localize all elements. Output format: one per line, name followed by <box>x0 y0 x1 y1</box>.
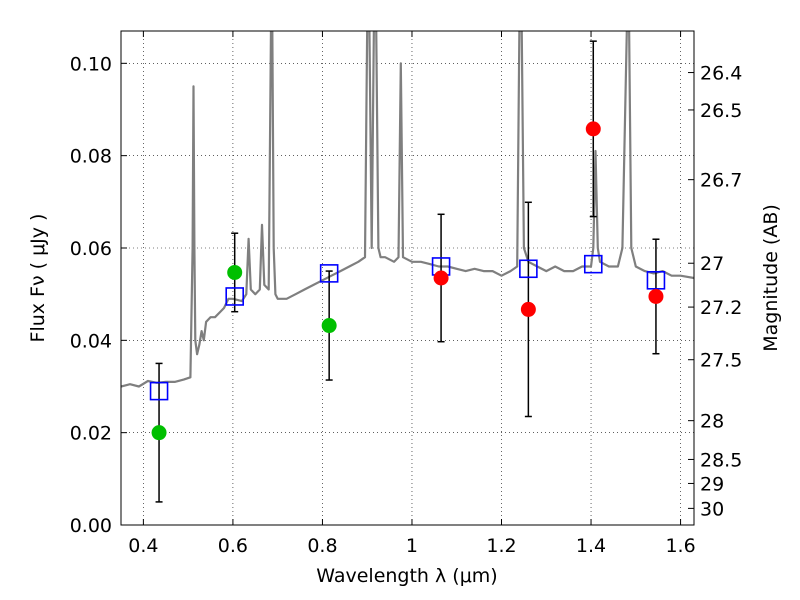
model-photometry-square <box>646 271 666 290</box>
x-tick-label: 0.4 <box>128 535 158 557</box>
model-photometry-square <box>319 264 339 283</box>
model-photometry-square <box>519 259 538 279</box>
y-tick-label: 0.06 <box>70 238 112 260</box>
wfc3-data-point <box>520 301 536 317</box>
y2-tick-label: 30 <box>700 498 724 520</box>
y-tick-label: 0.00 <box>70 515 112 537</box>
x-axis-label: Wavelength λ (μm) <box>316 565 497 587</box>
y-tick-label: 0.04 <box>70 330 112 352</box>
y2-tick-label: 28 <box>700 411 724 433</box>
model-photometry-square <box>583 254 603 274</box>
model-photometry-square <box>225 287 245 306</box>
wfc3-data-point <box>648 288 664 304</box>
spectrum-line <box>121 31 694 388</box>
x-tick-label: 1.6 <box>665 535 695 557</box>
y-tick-label: 0.08 <box>70 146 112 168</box>
plot-frame <box>120 30 695 526</box>
wfc3-data-point <box>585 121 601 137</box>
y2-tick-label: 27.2 <box>700 297 742 319</box>
y-tick-label: 0.10 <box>70 53 112 75</box>
y2-tick-label: 27 <box>700 253 724 275</box>
y-tick-label: 0.02 <box>70 423 112 445</box>
wfc3-data-point <box>433 270 449 286</box>
y2-tick-label: 28.5 <box>700 449 742 471</box>
grid <box>121 31 694 526</box>
y2-axis-label: Magnitude (AB) <box>760 204 782 352</box>
y2-tick-label: 26.5 <box>700 100 742 122</box>
x-tick-label: 1.4 <box>576 535 606 557</box>
y2-tick-label: 26.7 <box>700 170 742 192</box>
x-tick-label: 0.8 <box>307 535 337 557</box>
model-photometry-square <box>149 381 169 401</box>
y2-tick-label: 27.5 <box>700 350 742 372</box>
y2-tick-label: 29 <box>700 473 724 495</box>
markers <box>149 121 666 441</box>
acs-data-point <box>227 264 243 280</box>
acs-data-point <box>321 318 337 334</box>
spectrum-layer <box>121 31 694 388</box>
y-axis-label: Flux Fν ( μJy ) <box>27 214 49 343</box>
y2-tick-label: 26.4 <box>700 63 742 85</box>
axes: 0.4 0.6 0.8 1 1.2 1.4 1.6 0.00 0.02 0.04 0.06 0.08 0… <box>70 31 742 557</box>
x-tick-label: 1.2 <box>486 535 516 557</box>
x-tick-label: 0.6 <box>218 535 248 557</box>
x-tick-label: 1 <box>406 535 418 557</box>
acs-data-point <box>151 425 167 441</box>
